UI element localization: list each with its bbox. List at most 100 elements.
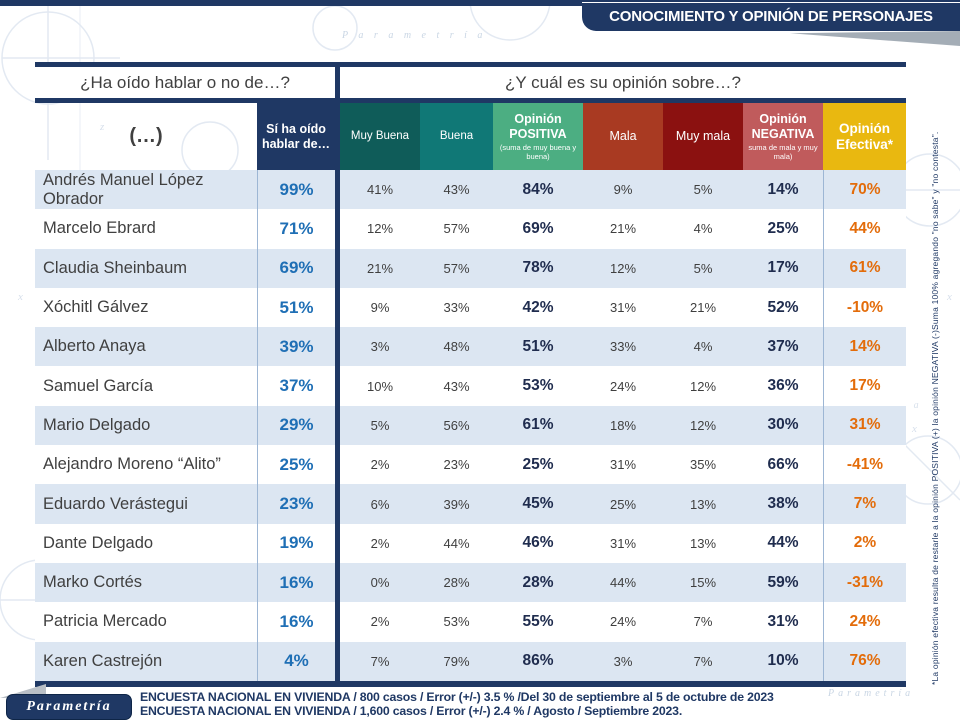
table-row: Dante Delgado 19% 2% 44% 46% 31% 13% 44%… <box>35 523 906 563</box>
cell-heard-of: 4% <box>257 641 335 681</box>
col-header-very-bad: Muy mala <box>663 103 743 170</box>
table-body: Andrés Manuel López Obrador 99% 41% 43% … <box>35 170 906 681</box>
page-curl-decoration <box>790 31 960 46</box>
cell-very-bad: 4% <box>693 339 713 355</box>
cell-positive-sum: 55% <box>522 612 554 630</box>
cell-heard-of: 29% <box>257 405 335 446</box>
cell-person-name: Dante Delgado <box>43 533 154 552</box>
cell-very-good: 10% <box>366 378 394 394</box>
cell-very-bad: 7% <box>693 653 713 669</box>
cell-good: 57% <box>443 221 470 237</box>
cell-heard-of: 16% <box>257 562 335 603</box>
table-top-border <box>35 62 906 67</box>
cell-bad: 25% <box>609 496 637 512</box>
cell-bad: 9% <box>613 182 633 198</box>
cell-very-good: 3% <box>370 339 390 355</box>
page-title: CONOCIMIENTO Y OPINIÓN DE PERSONAJES <box>609 8 933 25</box>
column-divider <box>335 170 340 210</box>
cell-negative-sum: 37% <box>767 337 799 355</box>
survey-note-line2: ENCUESTA NACIONAL EN VIVIENDA / 1,600 ca… <box>140 703 683 718</box>
cell-negative-sum: 17% <box>767 259 799 277</box>
cell-effective-opinion: 7% <box>823 484 906 524</box>
cell-very-good: 2% <box>370 457 390 473</box>
table-row: Xóchitl Gálvez 51% 9% 33% 42% 31% 21% 52… <box>35 287 906 328</box>
cell-positive-sum: 84% <box>522 180 554 198</box>
cell-effective-opinion: -31% <box>823 562 906 603</box>
cell-heard-of: 71% <box>257 209 335 249</box>
footer-watermark: Parametría <box>828 688 915 699</box>
table-row: Alejandro Moreno “Alito” 25% 2% 23% 25% … <box>35 445 906 485</box>
cell-good: 33% <box>443 300 470 316</box>
side-note-effective-opinion: *La opinión efectiva resulta de restarle… <box>930 327 940 685</box>
question-opinion: ¿Y cuál es su opinión sobre…? <box>340 67 906 98</box>
cell-good: 57% <box>443 260 470 276</box>
cell-person-name: Karen Castrejón <box>43 651 163 670</box>
top-accent-bar <box>0 0 960 6</box>
cell-positive-sum: 53% <box>522 377 554 395</box>
col-header-negative: Opinión NEGATIVA suma de mala y muy mala… <box>743 103 823 170</box>
table-row: Alberto Anaya 39% 3% 48% 51% 33% 4% 37% … <box>35 327 906 367</box>
cell-good: 44% <box>443 535 470 551</box>
col-header-negative-sub: suma de mala y muy mala) <box>748 142 818 161</box>
column-divider <box>335 103 340 170</box>
cell-positive-sum: 69% <box>522 219 554 237</box>
cell-bad: 31% <box>609 457 637 473</box>
col-header-heard: Sí ha oído hablar de… <box>257 103 335 170</box>
cell-very-bad: 5% <box>693 182 713 198</box>
survey-note-line1: ENCUESTA NACIONAL EN VIVIENDA / 800 caso… <box>140 690 774 704</box>
cell-positive-sum: 25% <box>522 455 554 473</box>
cell-very-bad: 12% <box>689 378 717 394</box>
col-header-negative-label: Opinión NEGATIVA <box>751 112 815 141</box>
cell-negative-sum: 14% <box>767 180 799 198</box>
cell-heard-of: 23% <box>257 484 335 524</box>
table-row: Karen Castrejón 4% 7% 79% 86% 3% 7% 10% … <box>35 641 906 681</box>
cell-person-name: Eduardo Verástegui <box>43 494 188 513</box>
cell-bad: 18% <box>609 417 637 433</box>
cell-very-good: 12% <box>366 221 394 237</box>
table-row: Eduardo Verástegui 23% 6% 39% 45% 25% 13… <box>35 484 906 524</box>
cell-good: 23% <box>443 457 470 473</box>
cell-positive-sum: 51% <box>522 337 554 355</box>
parametria-logo: Parametría <box>6 694 132 720</box>
cell-very-bad: 13% <box>689 496 717 512</box>
cell-bad: 31% <box>609 300 637 316</box>
cell-good: 79% <box>443 653 470 669</box>
svg-text:x: x <box>17 291 23 303</box>
cell-very-bad: 7% <box>693 614 713 630</box>
cell-effective-opinion: 44% <box>823 209 906 249</box>
side-note-sum-100: Suma 100% agregando "no sabe" y "no cont… <box>930 131 940 330</box>
col-header-name: (…) <box>129 125 163 147</box>
cell-very-good: 21% <box>366 260 394 276</box>
cell-person-name: Mario Delgado <box>43 415 151 434</box>
cell-heard-of: 19% <box>257 523 335 563</box>
column-divider <box>335 327 340 367</box>
col-header-effective: Opinión Efectiva* <box>823 103 906 170</box>
cell-negative-sum: 31% <box>767 612 799 630</box>
col-header-bad: Mala <box>583 103 663 170</box>
cell-negative-sum: 59% <box>767 573 799 591</box>
cell-person-name: Marko Cortés <box>43 573 143 592</box>
cell-bad: 24% <box>609 614 637 630</box>
cell-effective-opinion: -41% <box>823 445 906 485</box>
table-bottom-border <box>35 680 906 687</box>
cell-negative-sum: 44% <box>767 534 799 552</box>
cell-bad: 33% <box>609 339 637 355</box>
cell-bad: 24% <box>609 378 637 394</box>
cell-negative-sum: 52% <box>767 298 799 316</box>
cell-very-bad: 5% <box>693 260 713 276</box>
parametria-logo-text: Parametría <box>26 699 112 714</box>
cell-heard-of: 39% <box>257 327 335 367</box>
table-row: Claudia Sheinbaum 69% 21% 57% 78% 12% 5%… <box>35 248 906 288</box>
question-row: ¿Ha oído hablar o no de…? ¿Y cuál es su … <box>35 67 906 98</box>
cell-effective-opinion: 14% <box>823 327 906 367</box>
cell-effective-opinion: 61% <box>823 248 906 288</box>
cell-very-good: 7% <box>370 653 390 669</box>
cell-positive-sum: 28% <box>522 573 554 591</box>
cell-effective-opinion: 70% <box>823 170 906 210</box>
svg-text:x: x <box>946 291 952 303</box>
cell-person-name: Alejandro Moreno “Alito” <box>43 455 221 474</box>
column-divider <box>335 562 340 603</box>
col-header-positive-label: Opinión POSITIVA <box>509 112 567 141</box>
column-divider <box>335 366 340 406</box>
